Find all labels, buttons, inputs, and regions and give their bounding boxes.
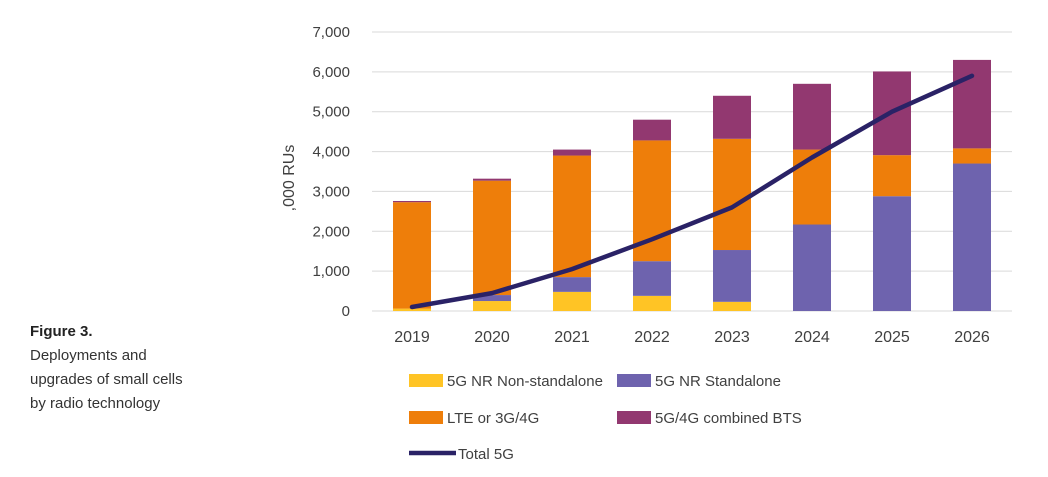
y-tick-label-1000: 1,000 bbox=[312, 263, 350, 280]
x-tick-label-2023: 2023 bbox=[714, 329, 750, 346]
figure-caption-line-3: by radio technology bbox=[30, 395, 161, 412]
bar-2021-series-0 bbox=[553, 291, 591, 311]
bar-2023-series-2 bbox=[713, 138, 751, 251]
bar-2023-series-3 bbox=[713, 95, 751, 139]
x-tick-label-2022: 2022 bbox=[634, 329, 670, 346]
bars bbox=[393, 59, 991, 311]
bar-2020-series-0 bbox=[473, 301, 511, 311]
gridlines bbox=[372, 31, 1012, 312]
y-tick-label-7000: 7,000 bbox=[312, 24, 350, 41]
bar-2024-series-1 bbox=[793, 224, 831, 311]
bar-2020-series-1 bbox=[473, 295, 511, 302]
legend-label-2: LTE or 3G/4G bbox=[447, 410, 539, 427]
bar-2025-series-1 bbox=[873, 196, 911, 311]
y-tick-label-3000: 3,000 bbox=[312, 183, 350, 200]
figure-caption: Figure 3. Deployments and upgrades of sm… bbox=[30, 320, 230, 416]
bar-2019-series-3 bbox=[393, 200, 431, 203]
y-axis-tick-labels: 0 1,000 2,000 3,000 4,000 5,000 6,000 7,000 bbox=[312, 24, 350, 320]
figure-caption-line-2: upgrades of small cells bbox=[30, 371, 183, 388]
total-5g-line-layer bbox=[409, 73, 975, 310]
bar-2023-series-1 bbox=[713, 250, 751, 302]
legend-label-3: 5G/4G combined BTS bbox=[655, 410, 802, 427]
y-tick-label-2000: 2,000 bbox=[312, 223, 350, 240]
y-axis-label: ,000 RUs bbox=[281, 145, 298, 212]
figure-title: Figure 3. bbox=[30, 323, 93, 340]
legend-label-1: 5G NR Standalone bbox=[655, 373, 781, 390]
bar-2019-series-0 bbox=[393, 308, 431, 311]
y-tick-label-0: 0 bbox=[342, 303, 350, 320]
bar-2024-series-2 bbox=[793, 149, 831, 225]
x-axis-tick-labels: 2019 2020 2021 2022 2023 2024 2025 2026 bbox=[394, 329, 990, 346]
legend-swatch-3 bbox=[617, 411, 651, 424]
bar-2021-series-3 bbox=[553, 149, 591, 156]
y-tick-label-5000: 5,000 bbox=[312, 104, 350, 121]
bar-2026-series-3 bbox=[953, 59, 991, 149]
bar-2026-series-1 bbox=[953, 163, 991, 311]
legend-label-4: Total 5G bbox=[458, 446, 514, 463]
legend-swatch-1 bbox=[617, 374, 651, 387]
bar-2026-series-2 bbox=[953, 148, 991, 164]
bar-2020-series-3 bbox=[473, 178, 511, 181]
bar-2021-series-1 bbox=[553, 277, 591, 292]
x-tick-label-2021: 2021 bbox=[554, 329, 590, 346]
bar-2025-series-2 bbox=[873, 155, 911, 197]
bar-2022-series-0 bbox=[633, 295, 671, 311]
bar-2021-series-2 bbox=[553, 155, 591, 278]
x-tick-label-2026: 2026 bbox=[954, 329, 990, 346]
x-tick-label-2019: 2019 bbox=[394, 329, 430, 346]
figure-caption-line-1: Deployments and bbox=[30, 347, 147, 364]
legend-label-0: 5G NR Non-standalone bbox=[447, 373, 603, 390]
bar-2023-series-0 bbox=[713, 301, 751, 311]
x-tick-label-2020: 2020 bbox=[474, 329, 510, 346]
bar-2019-series-2 bbox=[393, 202, 431, 309]
y-tick-label-6000: 6,000 bbox=[312, 64, 350, 81]
legend-swatch-2 bbox=[409, 411, 443, 424]
bar-2024-series-3 bbox=[793, 83, 831, 150]
bar-2022-series-1 bbox=[633, 261, 671, 296]
bar-2020-series-2 bbox=[473, 180, 511, 296]
y-tick-label-4000: 4,000 bbox=[312, 144, 350, 161]
x-tick-label-2025: 2025 bbox=[874, 329, 910, 346]
legend-swatch-0 bbox=[409, 374, 443, 387]
bar-2022-series-3 bbox=[633, 119, 671, 141]
x-tick-label-2024: 2024 bbox=[794, 329, 830, 346]
total-5g-line bbox=[409, 73, 975, 310]
legend: 5G NR Non-standalone 5G NR Standalone LTE … bbox=[409, 373, 802, 463]
